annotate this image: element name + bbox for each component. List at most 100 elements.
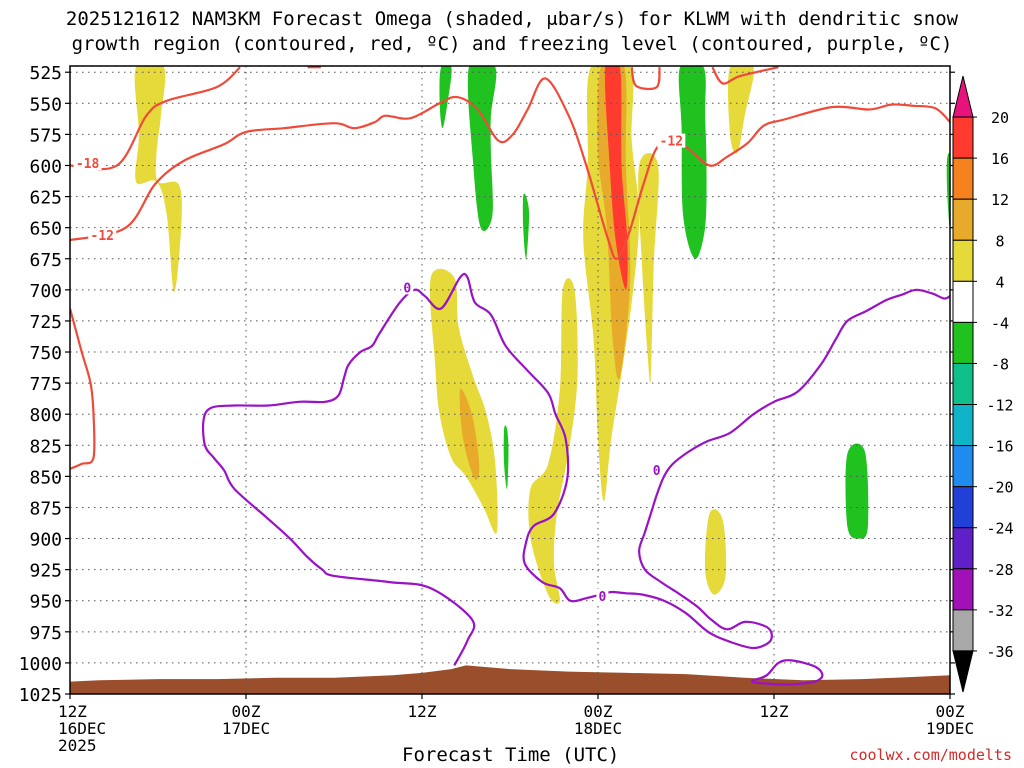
dgz-label-warm-right-bg bbox=[657, 133, 686, 148]
omega-rising-region-2 bbox=[528, 278, 578, 604]
x-tick-label-12-1: 17DEC bbox=[222, 719, 270, 738]
colorbar-swatch-7 bbox=[952, 362, 974, 406]
colorbar-swatch-6 bbox=[952, 321, 974, 364]
x-tick-label-60-0: 00Z bbox=[936, 702, 965, 721]
x-tick-label-0-1: 16DEC bbox=[58, 719, 106, 738]
dgz-contour-4 bbox=[630, 66, 661, 91]
dgz-label-warm-left: -12 bbox=[91, 229, 114, 244]
colorbar-label-12: -32 bbox=[986, 602, 1013, 620]
y-tick-label-850: 850 bbox=[29, 467, 62, 488]
dgz-label-cold-bg bbox=[73, 155, 102, 170]
dgz-contour-5 bbox=[711, 66, 779, 85]
dgz-label-warm-left-bg bbox=[88, 228, 117, 243]
colorbar-swatch-11 bbox=[952, 527, 974, 570]
colorbar-label-3: 8 bbox=[995, 232, 1004, 250]
y-tick-label-925: 925 bbox=[29, 561, 62, 582]
omega-sinking-region-10 bbox=[503, 425, 509, 489]
freezing-label-upper: 0 bbox=[403, 281, 411, 296]
x-tick-label-36-1: 18DEC bbox=[574, 719, 622, 738]
site-credit[interactable]: coolwx.com/modelts bbox=[849, 746, 1012, 764]
colorbar-label-13: -36 bbox=[986, 643, 1013, 661]
omega-sinking-region-12 bbox=[845, 443, 869, 539]
y-tick-label-675: 675 bbox=[29, 250, 62, 271]
colorbar-swatch-4 bbox=[952, 239, 974, 282]
y-tick-label-575: 575 bbox=[29, 125, 62, 146]
omega-sinking-region-13 bbox=[946, 152, 950, 229]
x-tick-label-60-1: 19DEC bbox=[926, 719, 974, 738]
colorbar-swatch-3 bbox=[952, 198, 974, 241]
y-tick-label-550: 550 bbox=[29, 94, 62, 115]
freezing-label-lower: 0 bbox=[598, 590, 606, 605]
colorbar-label-2: 12 bbox=[991, 191, 1009, 209]
freezing-label-right-bg bbox=[650, 463, 663, 478]
y-tick-label-650: 650 bbox=[29, 219, 62, 240]
y-tick-label-900: 900 bbox=[29, 530, 62, 551]
colorbar-swatch-10 bbox=[952, 486, 974, 529]
dgz-contour-2 bbox=[70, 308, 96, 470]
colorbar-label-5: -4 bbox=[991, 314, 1009, 332]
x-tick-label-0-2: 2025 bbox=[58, 736, 97, 755]
colorbar-swatch-12 bbox=[952, 568, 974, 611]
y-tick-label-750: 750 bbox=[29, 343, 62, 364]
dgz-label-warm-right: -12 bbox=[660, 135, 683, 150]
y-tick-label-775: 775 bbox=[29, 374, 62, 395]
y-tick-label-725: 725 bbox=[29, 312, 62, 333]
omega-rising-region-4 bbox=[638, 153, 659, 384]
omega-rising-region-16 bbox=[604, 66, 628, 290]
colorbar-label-6: -8 bbox=[991, 355, 1009, 373]
dgz-contour-0 bbox=[70, 66, 241, 171]
colorbar-label-10: -24 bbox=[986, 520, 1013, 538]
colorbar-bottom-triangle bbox=[952, 650, 974, 693]
y-tick-label-825: 825 bbox=[29, 436, 62, 457]
x-tick-label-12-0: 00Z bbox=[232, 702, 261, 721]
y-tick-label-950: 950 bbox=[29, 592, 62, 613]
x-tick-label-48-0: 12Z bbox=[760, 702, 789, 721]
colorbar-top-triangle bbox=[952, 75, 974, 118]
colorbar-label-9: -20 bbox=[986, 479, 1013, 497]
x-tick-label-24-0: 12Z bbox=[408, 702, 437, 721]
omega-rising-region-14 bbox=[459, 388, 480, 480]
y-tick-label-975: 975 bbox=[29, 623, 62, 644]
plot-frame bbox=[69, 65, 951, 695]
freezing-level-contour-1 bbox=[750, 659, 824, 686]
omega-rising-region-0 bbox=[134, 66, 182, 293]
y-tick-label-625: 625 bbox=[29, 188, 62, 209]
x-tick-label-0-0: 12Z bbox=[58, 702, 87, 721]
y-tick-label-800: 800 bbox=[29, 405, 62, 426]
omega-sinking-region-11 bbox=[678, 66, 707, 259]
colorbar-label-4: 4 bbox=[995, 273, 1004, 291]
dgz-label-cold: -18 bbox=[76, 157, 100, 172]
colorbar-swatch-5 bbox=[952, 280, 974, 323]
omega-rising-region-6 bbox=[704, 509, 727, 595]
colorbar-label-7: -12 bbox=[986, 397, 1013, 415]
omega-sinking-region-9 bbox=[522, 193, 530, 259]
omega-sinking-region-7 bbox=[439, 66, 452, 129]
colorbar-swatch-1 bbox=[952, 116, 974, 159]
colorbar-swatch-8 bbox=[952, 404, 974, 447]
chart-title-line-2: growth region (contoured, red, ºC) and f… bbox=[71, 33, 953, 55]
y-tick-label-875: 875 bbox=[29, 498, 62, 519]
x-tick-label-36-0: 00Z bbox=[584, 702, 613, 721]
colorbar-label-0: 20 bbox=[991, 109, 1009, 127]
omega-sinking-region-8 bbox=[467, 66, 497, 232]
y-tick-label-1000: 1000 bbox=[19, 654, 62, 675]
colorbar-label-11: -28 bbox=[986, 561, 1013, 579]
dgz-contour-3 bbox=[70, 77, 950, 261]
omega-rising-region-5 bbox=[728, 66, 754, 154]
freezing-label-right: 0 bbox=[653, 464, 661, 479]
y-tick-label-700: 700 bbox=[29, 281, 62, 302]
x-axis-title: Forecast Time (UTC) bbox=[402, 744, 620, 766]
y-tick-label-600: 600 bbox=[29, 156, 62, 177]
colorbar-label-8: -16 bbox=[986, 438, 1013, 456]
chart-title-line-1: 2025121612 NAM3KM Forecast Omega (shaded… bbox=[65, 8, 959, 30]
y-tick-label-1025: 1025 bbox=[19, 685, 62, 706]
colorbar-swatch-9 bbox=[952, 445, 974, 488]
freezing-label-upper-bg bbox=[401, 280, 414, 295]
colorbar-swatch-2 bbox=[952, 157, 974, 200]
colorbar-swatch-13 bbox=[952, 609, 974, 652]
y-tick-label-525: 525 bbox=[29, 63, 62, 84]
terrain-surface bbox=[70, 665, 950, 694]
colorbar-label-1: 16 bbox=[991, 150, 1009, 168]
freezing-label-lower-bg bbox=[596, 588, 609, 603]
